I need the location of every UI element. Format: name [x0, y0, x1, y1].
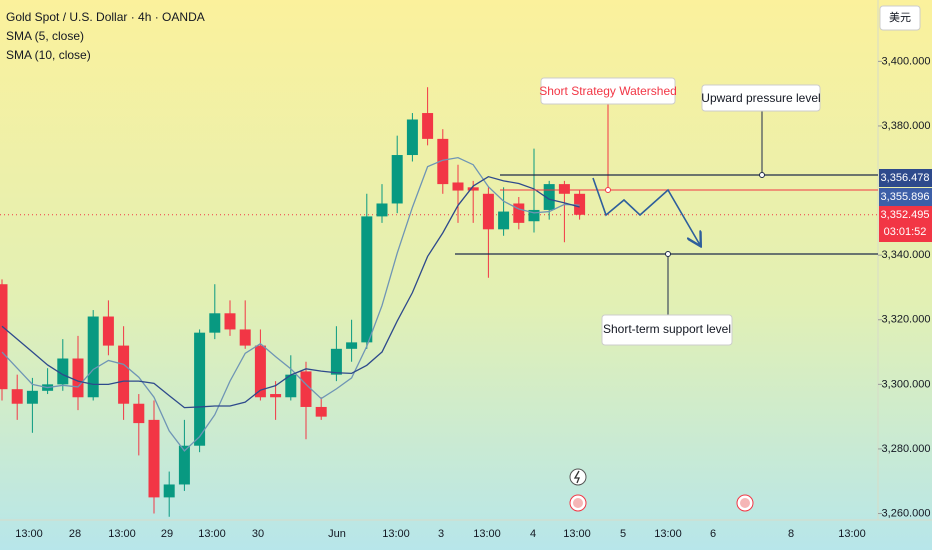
- candle-body: [498, 211, 510, 230]
- x-tick-label: 13:00: [654, 528, 682, 540]
- anchor: [759, 172, 765, 178]
- annotation-box: Short-term support level: [601, 314, 733, 346]
- candle-body: [209, 313, 221, 333]
- symbol-title: Gold Spot / U.S. Dollar · 4h · OANDA: [6, 10, 205, 24]
- candle-body: [148, 419, 160, 498]
- candle-body: [376, 203, 388, 217]
- candle-body: [194, 332, 206, 446]
- price-label: 3,352.495: [881, 209, 930, 221]
- x-tick-label: 29: [161, 528, 173, 540]
- candle-body: [513, 203, 525, 223]
- annotation-box: Short Strategy Watershed: [539, 77, 677, 105]
- candle-body: [346, 342, 358, 349]
- candle-body: [437, 138, 449, 185]
- candle-body: [574, 193, 586, 215]
- candle-body: [0, 284, 8, 390]
- x-tick-label: 8: [788, 528, 794, 540]
- candle-body: [482, 193, 494, 230]
- candle-body: [163, 484, 175, 498]
- candle-body: [361, 216, 373, 343]
- annotation: Short Strategy Watershed: [539, 84, 677, 98]
- currency-button[interactable]: [879, 5, 921, 31]
- x-tick-label: 13:00: [473, 528, 501, 540]
- candle-body: [254, 345, 266, 398]
- y-tick-label: 3,340.000: [882, 249, 931, 261]
- candle-body: [422, 113, 434, 139]
- x-tick-label: 13:00: [198, 528, 226, 540]
- y-tick-label: 3,320.000: [882, 314, 931, 326]
- x-tick-label: 13:00: [15, 528, 43, 540]
- candle-body: [224, 313, 236, 330]
- candle-body: [300, 371, 312, 407]
- y-tick-label: 3,380.000: [882, 120, 931, 132]
- price-label-box: [879, 206, 932, 242]
- countdown: 03:01:52: [884, 226, 927, 238]
- candle-body: [102, 316, 114, 346]
- candle-body: [57, 358, 69, 385]
- currency-label: 美元: [889, 11, 911, 24]
- candle-body: [452, 182, 464, 191]
- candle-body: [87, 316, 99, 398]
- candle-body: [285, 374, 297, 398]
- candle-body: [72, 358, 84, 398]
- annotation-box: Upward pressure level: [701, 84, 821, 112]
- price-label: 3,355.896: [881, 191, 930, 203]
- price-label-box: [879, 169, 932, 187]
- x-tick-label: 6: [710, 528, 716, 540]
- annotation: Upward pressure level: [701, 91, 820, 105]
- sma-line: [1, 175, 580, 409]
- x-tick-label: 4: [530, 528, 536, 540]
- candle-body: [558, 184, 570, 194]
- candle-body: [330, 348, 342, 375]
- price-label: 3,356.478: [881, 172, 930, 184]
- x-tick-label: 3: [438, 528, 444, 540]
- anchor: [665, 251, 671, 257]
- candle-body: [391, 155, 403, 204]
- x-tick-label: 13:00: [563, 528, 591, 540]
- x-tick-label: 28: [69, 528, 81, 540]
- plot: [0, 87, 878, 517]
- x-tick-label: 13:00: [382, 528, 410, 540]
- candle-body: [315, 406, 327, 417]
- y-tick-label: 3,280.000: [882, 443, 931, 455]
- annotation: Short-term support level: [603, 322, 731, 336]
- x-tick-label: 30: [252, 528, 264, 540]
- forecast-path: [592, 177, 700, 245]
- candle-body: [528, 209, 540, 222]
- candle-body: [118, 345, 130, 404]
- candle-body: [11, 389, 23, 404]
- anchor: [605, 187, 611, 193]
- y-tick-label: 3,300.000: [882, 378, 931, 390]
- candle-body: [26, 390, 38, 404]
- candle-body: [270, 394, 282, 398]
- x-tick-label: Jun: [328, 528, 346, 540]
- y-tick-label: 3,260.000: [882, 507, 931, 519]
- candle-body: [178, 445, 190, 485]
- indicator-label: SMA (5, close): [6, 29, 84, 43]
- x-tick-label: 5: [620, 528, 626, 540]
- x-tick-label: 13:00: [838, 528, 866, 540]
- price-label-box: [879, 188, 932, 206]
- candle-body: [406, 119, 418, 156]
- candle-body: [239, 329, 251, 346]
- candle-body: [467, 187, 479, 191]
- indicator-label: SMA (10, close): [6, 48, 91, 62]
- event-icons: [569, 468, 754, 512]
- candle-body: [543, 184, 555, 210]
- x-tick-label: 13:00: [108, 528, 136, 540]
- y-tick-label: 3,400.000: [882, 55, 931, 67]
- candle-body: [133, 403, 145, 424]
